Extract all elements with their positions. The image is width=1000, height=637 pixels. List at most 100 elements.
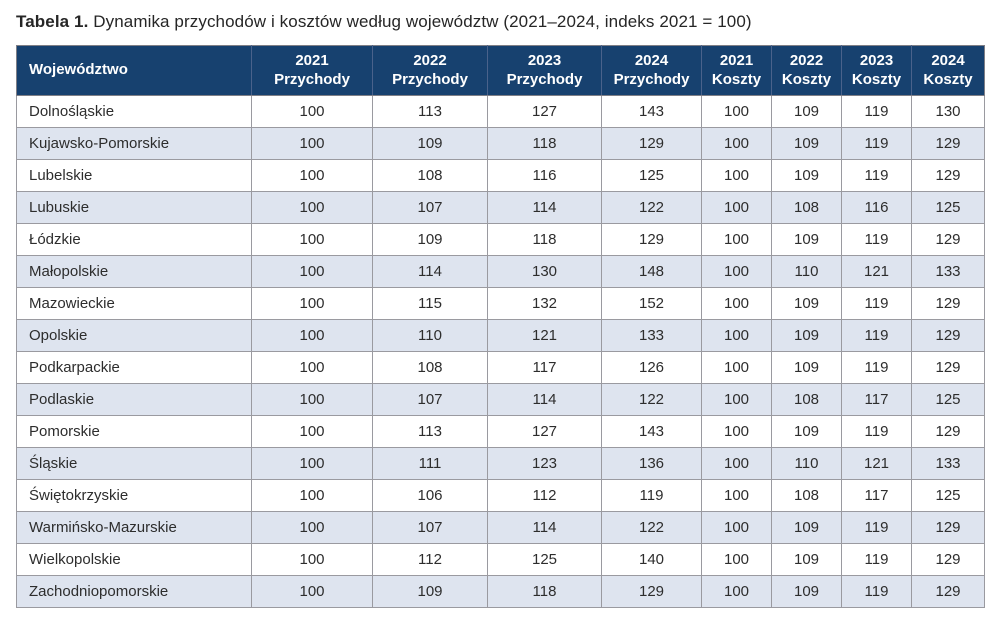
voivodeship-name-cell: Podlaskie — [16, 383, 252, 416]
value-cell: 129 — [601, 127, 702, 160]
value-cell: 100 — [251, 383, 373, 416]
header-year: 2021 — [719, 51, 754, 69]
value-cell: 119 — [601, 479, 702, 512]
value-cell: 100 — [251, 287, 373, 320]
voivodeship-name-cell: Mazowieckie — [16, 287, 252, 320]
col-header-2023-przychody: 2023 Przychody — [487, 45, 602, 96]
value-cell: 143 — [601, 95, 702, 128]
table-row: Zachodniopomorskie 100 109 118 129 100 109 119 1… — [16, 575, 985, 608]
value-cell: 118 — [487, 223, 602, 256]
col-header-2022-koszty: 2022 Koszty — [771, 45, 842, 96]
value-cell: 107 — [372, 191, 488, 224]
value-cell: 129 — [911, 351, 985, 384]
value-cell: 100 — [701, 223, 772, 256]
value-cell: 100 — [251, 319, 373, 352]
value-cell: 100 — [251, 223, 373, 256]
value-cell: 129 — [911, 575, 985, 608]
value-cell: 130 — [911, 95, 985, 128]
value-cell: 113 — [372, 415, 488, 448]
value-cell: 119 — [841, 511, 912, 544]
voivodeship-name-cell: Małopolskie — [16, 255, 252, 288]
table-row: Podlaskie 100 107 114 122 100 108 117 125 — [16, 383, 985, 416]
value-cell: 109 — [771, 95, 842, 128]
value-cell: 100 — [251, 255, 373, 288]
value-cell: 110 — [372, 319, 488, 352]
header-year: 2024 — [634, 51, 669, 69]
col-header-2022-przychody: 2022 Przychody — [372, 45, 488, 96]
table-header-row: Województwo 2021 Przychody 2022 Przychody 202… — [16, 45, 985, 96]
col-header-2024-koszty: 2024 Koszty — [911, 45, 985, 96]
value-cell: 107 — [372, 511, 488, 544]
table-caption-text: Dynamika przychodów i kosztów według woj… — [93, 12, 752, 31]
value-cell: 100 — [251, 159, 373, 192]
table-row: Małopolskie 100 114 130 148 100 110 121 133 — [16, 255, 985, 288]
value-cell: 127 — [487, 95, 602, 128]
value-cell: 100 — [701, 383, 772, 416]
value-cell: 115 — [372, 287, 488, 320]
value-cell: 117 — [841, 479, 912, 512]
value-cell: 109 — [771, 223, 842, 256]
value-cell: 125 — [487, 543, 602, 576]
value-cell: 132 — [487, 287, 602, 320]
value-cell: 125 — [911, 191, 985, 224]
value-cell: 119 — [841, 95, 912, 128]
value-cell: 109 — [771, 287, 842, 320]
header-metric: Przychody — [274, 70, 350, 88]
value-cell: 114 — [372, 255, 488, 288]
value-cell: 114 — [487, 383, 602, 416]
table-row: Łódzkie 100 109 118 129 100 109 119 129 — [16, 223, 985, 256]
value-cell: 129 — [911, 159, 985, 192]
value-cell: 100 — [251, 479, 373, 512]
value-cell: 100 — [701, 415, 772, 448]
voivodeship-name-cell: Kujawsko-Pomorskie — [16, 127, 252, 160]
table-row: Dolnośląskie 100 113 127 143 100 109 119 130 — [16, 95, 985, 128]
value-cell: 129 — [911, 415, 985, 448]
value-cell: 108 — [771, 479, 842, 512]
voivodeship-name-cell: Łódzkie — [16, 223, 252, 256]
value-cell: 109 — [771, 511, 842, 544]
value-cell: 109 — [372, 223, 488, 256]
value-cell: 100 — [701, 511, 772, 544]
col-header-2021-koszty: 2021 Koszty — [701, 45, 772, 96]
table-row: Opolskie 100 110 121 133 100 109 119 129 — [16, 319, 985, 352]
table-row: Świętokrzyskie 100 106 112 119 100 108 117 125 — [16, 479, 985, 512]
value-cell: 100 — [701, 543, 772, 576]
value-cell: 116 — [487, 159, 602, 192]
col-header-2021-przychody: 2021 Przychody — [251, 45, 373, 96]
header-metric: Koszty — [851, 70, 902, 88]
voivodeship-name-cell: Warmińsko-Mazurskie — [16, 511, 252, 544]
value-cell: 136 — [601, 447, 702, 480]
table-row: Mazowieckie 100 115 132 152 100 109 119 129 — [16, 287, 985, 320]
value-cell: 148 — [601, 255, 702, 288]
value-cell: 100 — [251, 191, 373, 224]
header-metric: Koszty — [781, 70, 832, 88]
value-cell: 129 — [911, 543, 985, 576]
header-metric: Koszty — [711, 70, 762, 88]
voivodeship-index-table: Województwo 2021 Przychody 2022 Przychody 202… — [16, 45, 985, 608]
value-cell: 112 — [487, 479, 602, 512]
value-cell: 108 — [372, 351, 488, 384]
header-year: 2021 — [295, 51, 329, 69]
value-cell: 114 — [487, 191, 602, 224]
value-cell: 100 — [251, 351, 373, 384]
value-cell: 109 — [771, 575, 842, 608]
value-cell: 112 — [372, 543, 488, 576]
value-cell: 110 — [771, 447, 842, 480]
value-cell: 114 — [487, 511, 602, 544]
value-cell: 107 — [372, 383, 488, 416]
header-metric: Przychody — [506, 70, 583, 88]
value-cell: 100 — [701, 447, 772, 480]
voivodeship-name-cell: Zachodniopomorskie — [16, 575, 252, 608]
value-cell: 100 — [251, 543, 373, 576]
voivodeship-name-cell: Lubelskie — [16, 159, 252, 192]
voivodeship-name-cell: Świętokrzyskie — [16, 479, 252, 512]
header-year: 2023 — [527, 51, 562, 69]
col-header-2023-koszty: 2023 Koszty — [841, 45, 912, 96]
value-cell: 129 — [601, 575, 702, 608]
value-cell: 125 — [601, 159, 702, 192]
value-cell: 109 — [771, 319, 842, 352]
value-cell: 129 — [911, 319, 985, 352]
value-cell: 119 — [841, 543, 912, 576]
value-cell: 123 — [487, 447, 602, 480]
